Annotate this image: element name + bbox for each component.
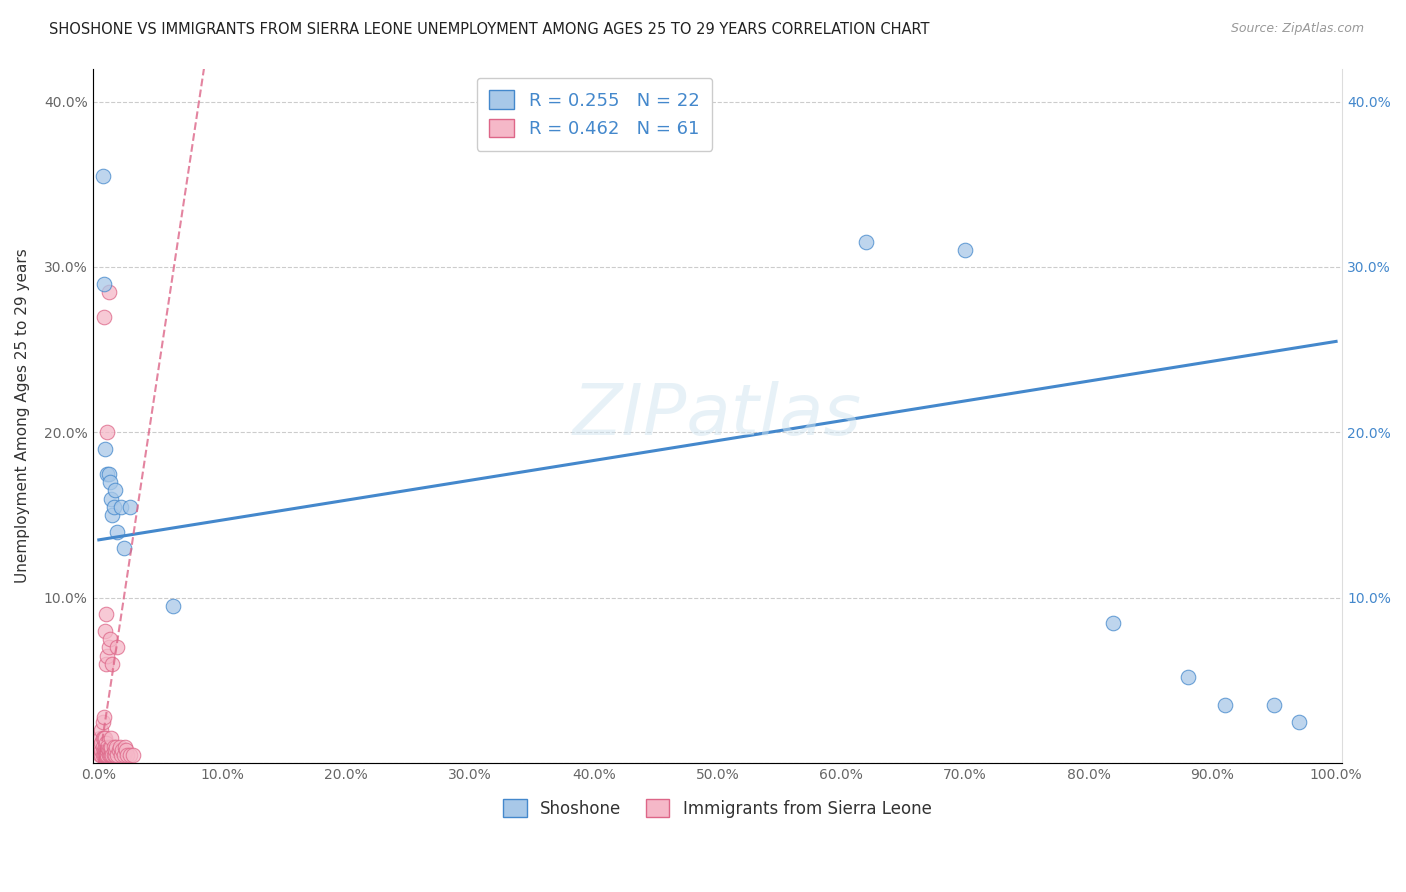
Point: [91, 169, 114, 183]
Point: [1288, 714, 1310, 729]
Point: [100, 743, 122, 757]
Point: [105, 640, 128, 655]
Point: [97, 743, 120, 757]
Point: [855, 235, 877, 249]
Point: [96, 425, 118, 440]
Point: [96, 743, 118, 757]
Point: [89, 739, 111, 754]
Point: [91, 739, 114, 754]
Point: [96, 607, 118, 622]
Point: [100, 739, 122, 754]
Point: [108, 739, 131, 754]
Point: [97, 747, 120, 762]
Point: [101, 657, 124, 671]
Point: [96, 648, 118, 663]
Point: [93, 747, 115, 762]
Point: [162, 599, 184, 613]
Point: [94, 739, 117, 754]
Point: [93, 310, 115, 324]
Point: [91, 747, 114, 762]
Point: [94, 743, 117, 757]
Point: [91, 731, 114, 746]
Point: [96, 657, 118, 671]
Point: [98, 739, 121, 754]
Text: Source: ZipAtlas.com: Source: ZipAtlas.com: [1230, 22, 1364, 36]
Point: [1102, 615, 1125, 630]
Point: [101, 747, 124, 762]
Point: [118, 747, 141, 762]
Point: [105, 524, 128, 539]
Point: [93, 731, 115, 746]
Point: [100, 731, 122, 746]
Point: [1213, 698, 1236, 713]
Point: [90, 736, 112, 750]
Point: [91, 714, 114, 729]
Point: [98, 475, 121, 489]
Point: [105, 739, 128, 754]
Point: [98, 747, 121, 762]
Point: [114, 739, 136, 754]
Point: [122, 747, 145, 762]
Point: [118, 500, 141, 514]
Point: [96, 467, 118, 481]
Point: [111, 743, 134, 757]
Point: [96, 736, 118, 750]
Text: ZIPatlas: ZIPatlas: [572, 381, 862, 450]
Point: [96, 739, 118, 754]
Point: [107, 743, 129, 757]
Point: [104, 747, 127, 762]
Point: [97, 467, 120, 481]
Legend: Shoshone, Immigrants from Sierra Leone: Shoshone, Immigrants from Sierra Leone: [496, 793, 938, 824]
Point: [97, 285, 120, 299]
Point: [94, 442, 117, 456]
Point: [105, 747, 128, 762]
Point: [104, 743, 127, 757]
Point: [103, 500, 125, 514]
Point: [93, 277, 115, 291]
Point: [96, 747, 118, 762]
Point: [103, 739, 125, 754]
Point: [110, 747, 132, 762]
Point: [89, 731, 111, 746]
Point: [110, 500, 132, 514]
Point: [89, 747, 111, 762]
Point: [953, 244, 976, 258]
Point: [90, 723, 112, 737]
Point: [94, 624, 117, 638]
Point: [96, 747, 118, 762]
Point: [100, 747, 122, 762]
Point: [98, 632, 121, 646]
Point: [1177, 670, 1199, 684]
Point: [94, 731, 117, 746]
Y-axis label: Unemployment Among Ages 25 to 29 years: Unemployment Among Ages 25 to 29 years: [15, 249, 30, 583]
Point: [93, 710, 115, 724]
Point: [117, 747, 139, 762]
Point: [103, 747, 125, 762]
Point: [90, 747, 112, 762]
Point: [104, 483, 127, 498]
Point: [112, 747, 135, 762]
Point: [101, 508, 124, 522]
Point: [94, 747, 117, 762]
Point: [100, 491, 122, 506]
Point: [1263, 698, 1285, 713]
Point: [97, 640, 120, 655]
Point: [93, 743, 115, 757]
Point: [112, 541, 135, 555]
Text: SHOSHONE VS IMMIGRANTS FROM SIERRA LEONE UNEMPLOYMENT AMONG AGES 25 TO 29 YEARS : SHOSHONE VS IMMIGRANTS FROM SIERRA LEONE…: [49, 22, 929, 37]
Point: [96, 743, 118, 757]
Point: [115, 743, 138, 757]
Point: [90, 743, 112, 757]
